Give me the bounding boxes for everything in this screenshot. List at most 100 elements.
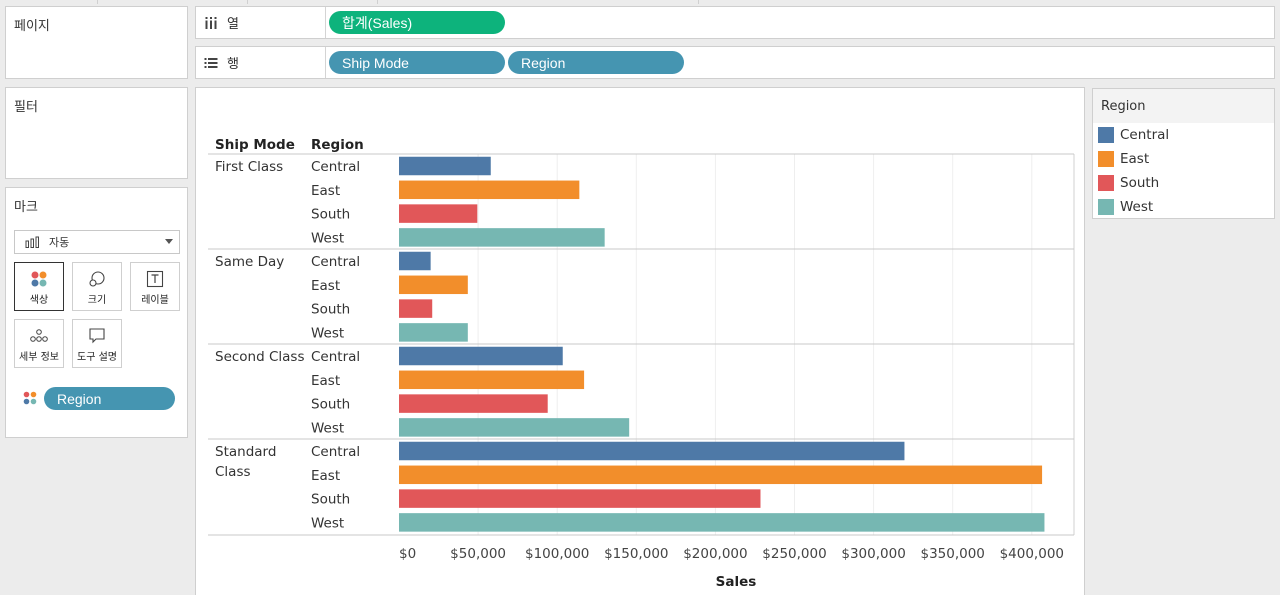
- legend-label: Central: [1120, 127, 1170, 143]
- region-pill[interactable]: Region: [508, 51, 684, 74]
- bar: [399, 156, 491, 176]
- region-label: East: [311, 468, 340, 484]
- pages-title: 페이지: [14, 19, 50, 34]
- columns-shelf-label: 열: [196, 7, 326, 38]
- text-label-icon: [146, 270, 164, 288]
- legend-item-west[interactable]: West: [1098, 198, 1153, 216]
- x-tick-label: $300,000: [841, 546, 905, 562]
- ship-mode-label: Second Class: [215, 349, 305, 365]
- x-tick-label: $250,000: [762, 546, 826, 562]
- bar: [399, 299, 433, 318]
- bar: [399, 394, 548, 413]
- region-label: Central: [311, 159, 360, 175]
- label-button-label: 레이블: [141, 295, 169, 306]
- bar: [399, 323, 468, 342]
- bar: [399, 489, 761, 508]
- tooltip-button[interactable]: 도구 설명: [72, 319, 122, 368]
- x-tick-label: $350,000: [920, 546, 984, 562]
- legend-label: West: [1120, 199, 1154, 215]
- bar: [399, 513, 1045, 532]
- x-tick-label: $0: [399, 546, 416, 562]
- chart-area: Ship Mode Region Sales First Class Centra…: [195, 87, 1085, 595]
- region-label: East: [311, 373, 340, 389]
- mark-type-dropdown[interactable]: 자동: [14, 230, 180, 254]
- legend-label: South: [1120, 175, 1160, 191]
- ship-mode-label: First Class: [215, 159, 283, 175]
- row-header-region: Region: [311, 137, 364, 153]
- legend-item-south[interactable]: South: [1098, 174, 1159, 192]
- color-dots-icon: [23, 391, 37, 405]
- columns-label: 열: [227, 17, 239, 32]
- legend-item-central[interactable]: Central: [1098, 126, 1169, 144]
- label-button[interactable]: 레이블: [130, 262, 180, 311]
- columns-shelf[interactable]: 열 합계(Sales): [195, 6, 1275, 39]
- filters-card[interactable]: 필터: [5, 87, 188, 179]
- x-tick-label: $150,000: [604, 546, 668, 562]
- legend-swatch: [1098, 175, 1114, 191]
- ship-mode-label: Standard Class: [215, 444, 276, 480]
- sum-sales-pill[interactable]: 합계(Sales): [329, 11, 505, 34]
- chevron-down-icon: [165, 239, 173, 244]
- region-label: Central: [311, 349, 360, 365]
- region-label: West: [311, 420, 344, 436]
- region-label: South: [311, 492, 350, 508]
- ship-mode-pill[interactable]: Ship Mode: [329, 51, 505, 74]
- size-button[interactable]: 크기: [72, 262, 122, 311]
- region-label: East: [311, 278, 340, 294]
- row-header-ship-mode: Ship Mode: [215, 137, 295, 153]
- legend-swatch: [1098, 151, 1114, 167]
- region-label: South: [311, 397, 350, 413]
- tooltip-bubble-icon: [89, 328, 105, 344]
- bar: [399, 418, 630, 437]
- top-strip: [0, 0, 1280, 5]
- bar: [399, 204, 478, 223]
- legend-label: East: [1120, 151, 1150, 167]
- columns-icon: [205, 16, 217, 29]
- x-tick-label: $400,000: [1000, 546, 1064, 562]
- region-legend: Region Central East South West: [1092, 88, 1275, 219]
- rows-label: 행: [227, 57, 239, 72]
- detail-dots-icon: [30, 329, 48, 342]
- region-label: South: [311, 207, 350, 223]
- x-axis-title: Sales: [716, 574, 757, 590]
- x-tick-label: $100,000: [525, 546, 589, 562]
- bar: [399, 228, 605, 247]
- bar: [399, 441, 905, 461]
- rows-shelf[interactable]: 행 Ship Mode Region: [195, 46, 1275, 79]
- region-label: Central: [311, 444, 360, 460]
- detail-button[interactable]: 세부 정보: [14, 319, 64, 368]
- ship-mode-label: Same Day: [215, 254, 284, 270]
- pages-card[interactable]: 페이지: [5, 6, 188, 79]
- bar: [399, 251, 431, 271]
- color-region-pill[interactable]: Region: [44, 387, 175, 410]
- legend-swatch: [1098, 199, 1114, 215]
- tooltip-button-label: 도구 설명: [77, 352, 117, 363]
- color-dots-icon: [31, 271, 47, 287]
- bar: [399, 346, 563, 366]
- region-label: Central: [311, 254, 360, 270]
- mark-type-label: 자동: [49, 236, 70, 249]
- sales-bar-chart: Ship Mode Region Sales First Class Centra…: [208, 137, 1075, 590]
- region-label: West: [311, 230, 344, 246]
- bar: [399, 370, 585, 390]
- region-label: West: [311, 515, 344, 531]
- bar-chart-icon: [25, 236, 39, 248]
- filters-title: 필터: [14, 100, 38, 115]
- legend-item-east[interactable]: East: [1098, 150, 1149, 168]
- x-tick-label: $50,000: [450, 546, 506, 562]
- rows-icon: [204, 57, 218, 68]
- region-label: West: [311, 325, 344, 341]
- bar: [399, 275, 468, 295]
- bar: [399, 465, 1043, 485]
- detail-button-label: 세부 정보: [19, 352, 59, 363]
- marks-card: 마크 자동 색상 크기 레이블: [5, 187, 188, 438]
- color-button[interactable]: 색상: [14, 262, 64, 311]
- legend-title: Region: [1093, 89, 1274, 123]
- region-label: South: [311, 302, 350, 318]
- size-button-label: 크기: [87, 295, 107, 306]
- legend-swatch: [1098, 127, 1114, 143]
- rows-shelf-label: 행: [196, 47, 326, 78]
- color-button-label: 색상: [29, 295, 49, 306]
- region-label: East: [311, 183, 340, 199]
- x-tick-label: $200,000: [683, 546, 747, 562]
